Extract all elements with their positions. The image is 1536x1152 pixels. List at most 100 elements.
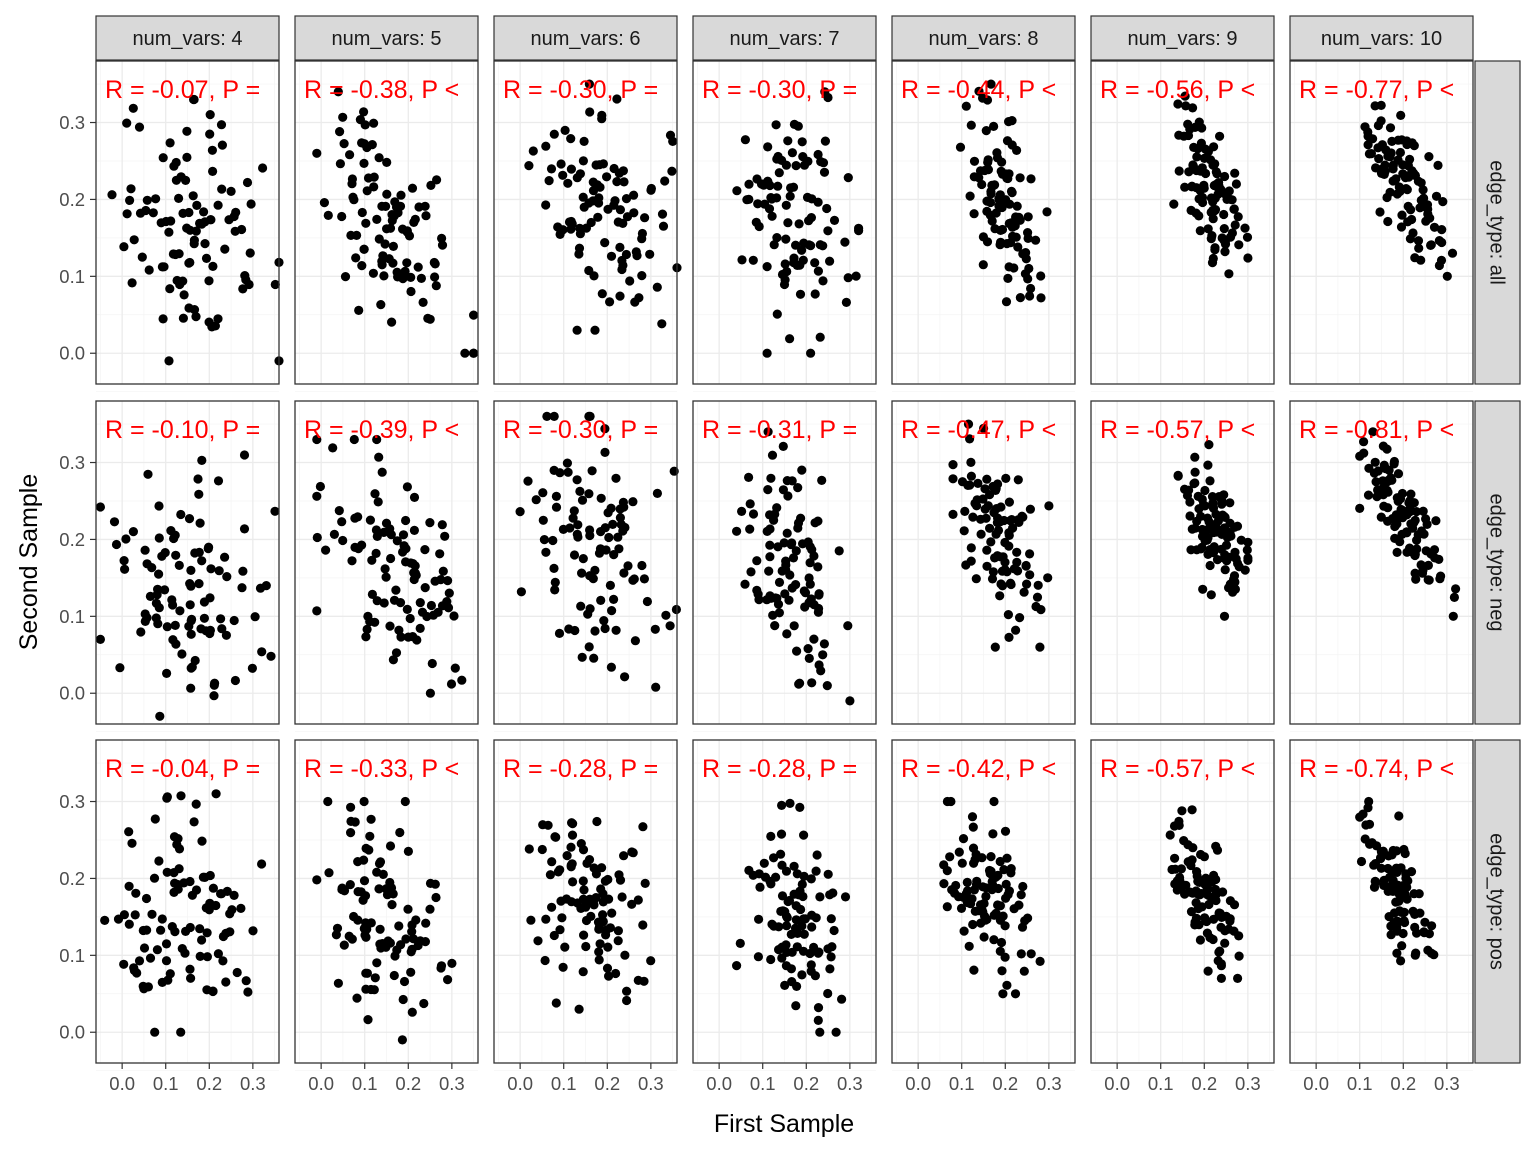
data-point xyxy=(238,284,248,294)
data-point xyxy=(1376,512,1386,522)
correlation-annotation: R = -0.30, P = xyxy=(702,76,857,104)
data-point xyxy=(1358,809,1368,819)
y-tick-label: 0.2 xyxy=(59,189,85,210)
data-point xyxy=(1429,222,1440,232)
data-point xyxy=(602,172,612,182)
data-point xyxy=(1001,473,1011,483)
data-point xyxy=(767,211,777,221)
data-point xyxy=(350,513,360,523)
data-point xyxy=(139,943,150,953)
data-point xyxy=(347,934,357,944)
data-point xyxy=(312,532,322,543)
data-point xyxy=(1409,889,1419,899)
data-point xyxy=(1230,577,1240,587)
data-point xyxy=(793,483,803,493)
data-point xyxy=(558,962,568,972)
data-point xyxy=(813,1003,824,1013)
correlation-annotation: R = -0.57, P < xyxy=(1100,755,1255,783)
data-point xyxy=(1193,904,1203,914)
data-point xyxy=(1371,477,1381,487)
data-point xyxy=(1413,176,1423,186)
data-point xyxy=(593,212,603,222)
data-point xyxy=(744,179,754,189)
data-point xyxy=(1383,503,1393,513)
data-point xyxy=(131,888,141,898)
data-point xyxy=(195,924,205,934)
data-point xyxy=(976,514,986,524)
data-point xyxy=(776,829,787,839)
data-point xyxy=(1412,928,1422,938)
data-point xyxy=(335,127,345,137)
data-point xyxy=(95,634,105,645)
panel-border xyxy=(1090,739,1275,1064)
data-point xyxy=(637,234,647,244)
x-tick-label: 0.3 xyxy=(837,1073,863,1094)
data-point xyxy=(963,419,974,429)
data-point xyxy=(781,565,791,575)
data-point xyxy=(1398,506,1408,516)
facet-panel: R = -0.31, P = xyxy=(692,400,877,733)
data-point xyxy=(211,789,221,799)
data-point xyxy=(1369,468,1379,478)
facet-panel: R = -0.30, P = xyxy=(493,60,682,393)
data-point xyxy=(1436,571,1446,581)
data-point xyxy=(224,215,234,225)
data-point xyxy=(328,443,338,453)
data-point xyxy=(813,516,823,526)
data-point xyxy=(1186,907,1197,917)
data-point xyxy=(1384,465,1394,475)
facet-panel: R = -0.42, P < xyxy=(891,739,1076,1072)
x-tick-label: 0.2 xyxy=(992,1073,1018,1094)
data-point xyxy=(1220,247,1230,257)
data-point xyxy=(987,180,997,190)
facet-panel: R = -0.39, P < xyxy=(294,400,479,733)
data-point xyxy=(166,526,176,536)
data-point xyxy=(1375,207,1385,217)
data-point xyxy=(611,625,621,635)
data-point xyxy=(780,589,790,599)
data-point xyxy=(186,616,196,626)
data-point xyxy=(752,585,762,596)
data-point xyxy=(607,908,617,918)
data-point xyxy=(1174,166,1184,176)
data-point xyxy=(147,909,157,919)
data-point xyxy=(1376,100,1386,110)
data-point xyxy=(823,226,833,236)
data-point xyxy=(111,539,122,550)
data-point xyxy=(386,883,397,893)
data-point xyxy=(1396,110,1406,120)
data-point xyxy=(185,225,195,235)
data-point xyxy=(825,890,835,900)
data-point xyxy=(630,636,641,646)
facet-panel: R = -0.30, P = xyxy=(692,60,877,393)
data-point xyxy=(1192,871,1202,881)
data-point xyxy=(1009,263,1019,273)
data-point xyxy=(791,915,801,925)
data-point xyxy=(379,271,389,281)
data-point xyxy=(312,491,322,501)
data-point xyxy=(380,564,390,574)
data-point xyxy=(443,975,453,985)
data-point xyxy=(128,527,138,537)
data-point xyxy=(965,434,975,444)
data-point xyxy=(412,635,422,645)
data-point xyxy=(592,816,602,827)
data-point xyxy=(959,526,969,536)
data-point xyxy=(732,186,742,196)
data-point xyxy=(1215,131,1225,141)
data-point xyxy=(1219,209,1229,220)
data-point xyxy=(585,530,595,541)
data-point xyxy=(797,970,807,980)
data-point xyxy=(232,967,242,978)
data-point xyxy=(1407,214,1417,225)
data-point xyxy=(1205,560,1215,571)
data-point xyxy=(346,230,356,240)
data-point xyxy=(432,175,442,185)
data-point xyxy=(378,939,388,949)
data-point xyxy=(1216,961,1226,971)
data-point xyxy=(597,289,607,299)
x-tick-label: 0.1 xyxy=(352,1073,378,1094)
data-point xyxy=(787,583,797,593)
data-point xyxy=(430,879,440,889)
data-point xyxy=(1220,565,1230,575)
